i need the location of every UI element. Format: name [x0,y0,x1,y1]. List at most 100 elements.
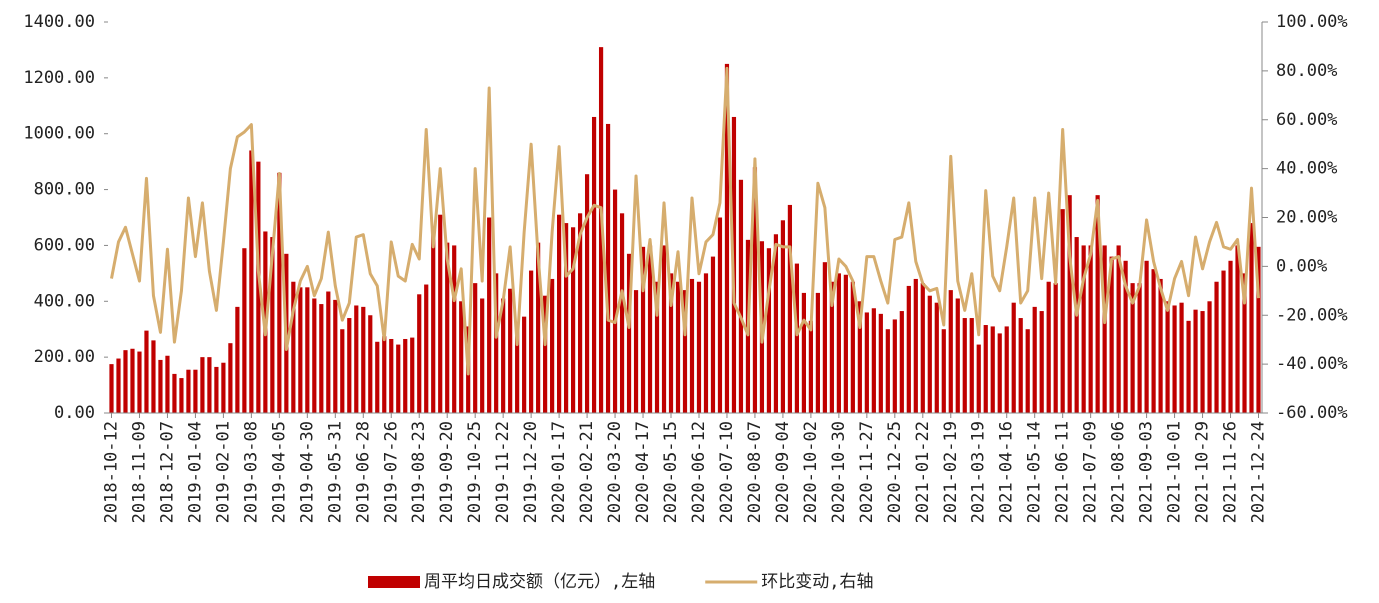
bar [612,189,618,413]
bar [1172,305,1177,413]
bar [773,234,779,413]
bar [242,248,247,413]
x-tick-label: 2021-11-26 [1221,421,1241,523]
bar [570,227,576,413]
bar [1081,245,1086,413]
x-tick-label: 2020-10-02 [801,421,821,523]
bar [1193,309,1198,413]
x-tick-label: 2019-04-05 [269,421,289,523]
bar [158,359,163,413]
bar [962,318,967,413]
bar [410,337,415,413]
bar [605,123,611,414]
bar [1249,223,1254,413]
bar [137,351,142,413]
bar [235,306,240,413]
bar [312,298,317,413]
x-tick-label: 2019-09-20 [437,421,457,523]
bar [647,245,653,413]
bar [550,278,555,413]
bar [249,150,254,413]
x-tick-label: 2021-12-24 [1249,421,1269,523]
y2-tick-label: -20.00% [1276,305,1348,325]
bar [340,329,345,413]
bar [640,246,646,413]
bar [109,364,114,413]
bar [543,295,548,413]
y-tick-label: 1200.00 [23,68,95,88]
bar [584,174,590,413]
bar [487,217,492,413]
y2-tick-label: -40.00% [1276,354,1348,374]
bar [1123,260,1128,413]
bar [1144,260,1149,413]
bar [256,161,261,413]
x-tick-label: 2019-03-08 [241,421,261,523]
bar [591,116,597,413]
x-tick-label: 2020-10-30 [829,421,849,523]
bar [1165,301,1170,413]
bar [270,237,275,413]
bar [508,288,513,413]
bar [186,369,191,413]
bar [920,283,925,413]
bar [710,256,716,413]
bar [480,298,485,413]
x-tick-label: 2021-03-19 [969,421,989,523]
bar [1088,245,1093,413]
y2-tick-label: 0.00% [1276,256,1327,276]
bar [1242,273,1247,413]
bar [990,326,995,413]
bar [1158,278,1163,413]
bar [557,214,562,413]
bar [515,326,520,413]
line [110,66,1260,376]
x-tick-label: 2021-08-06 [1109,421,1129,523]
bar [179,378,184,413]
bar [382,336,387,413]
x-tick-label: 2019-08-23 [409,421,429,523]
x-tick-label: 2021-07-09 [1081,421,1101,523]
bar [1200,311,1205,413]
x-tick-label: 2020-09-04 [773,421,793,523]
bar [151,340,156,413]
bar [899,311,904,413]
bar [1214,281,1219,413]
bar [892,319,897,413]
y2-tick-label: 100.00% [1276,12,1348,32]
y-tick-label: 800.00 [34,180,95,200]
bar [123,350,128,413]
bar [983,325,988,413]
bar [906,285,911,413]
bar [941,329,946,413]
bar [1046,281,1051,413]
x-tick-label: 2021-09-03 [1137,421,1157,523]
x-tick-label: 2021-04-16 [997,421,1017,523]
x-tick-label: 2021-10-29 [1193,421,1213,523]
bar [913,278,918,413]
bar [1235,245,1240,413]
bar [403,338,408,413]
y2-tick-label: 80.00% [1276,61,1337,81]
x-tick-label: 2020-03-20 [605,421,625,523]
legend-label: 环比变动,右轴 [761,572,873,592]
x-tick-label: 2020-04-17 [633,421,653,523]
bar [661,245,667,413]
bar [277,172,282,413]
bar [997,333,1002,413]
bar [654,281,660,413]
bar [1151,269,1156,413]
bar [724,63,730,414]
bar [305,287,310,413]
bar [1228,260,1233,413]
bar [1074,237,1079,413]
bar [626,253,632,413]
bar [1053,283,1058,413]
y2-tick-label: 40.00% [1276,159,1337,179]
bar [424,284,429,413]
bar [1095,195,1100,413]
bar [969,318,974,413]
bar [1179,302,1184,413]
bar [619,213,625,413]
